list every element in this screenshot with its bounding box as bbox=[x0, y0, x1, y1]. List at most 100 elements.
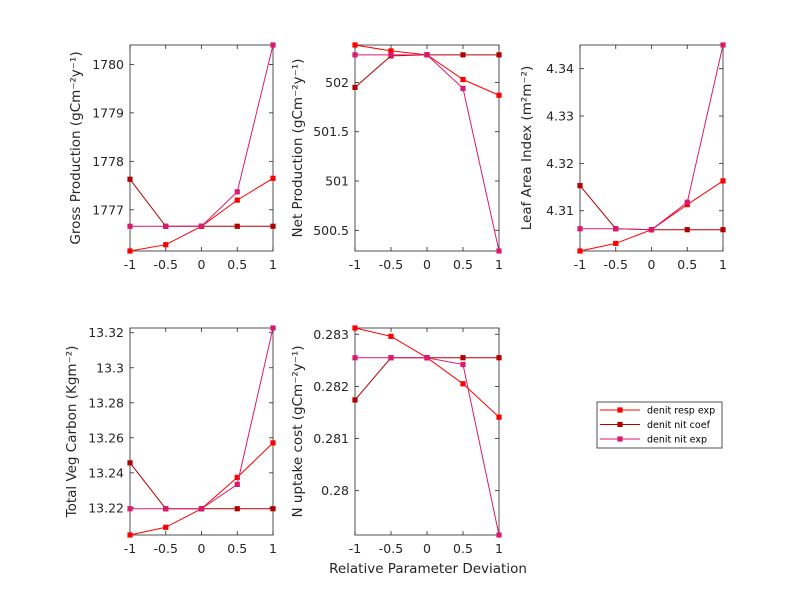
data-point bbox=[270, 325, 276, 331]
data-point bbox=[352, 397, 358, 403]
data-point bbox=[198, 506, 205, 512]
x-tick-label: 0 bbox=[198, 541, 206, 556]
x-tick-label: 0 bbox=[198, 257, 206, 272]
x-tick-label: -0.5 bbox=[379, 541, 403, 556]
y-tick-label: 13.24 bbox=[88, 465, 124, 480]
data-point bbox=[460, 361, 466, 368]
x-tick-label: 1 bbox=[719, 257, 727, 272]
x-tick-label: 0 bbox=[423, 541, 431, 556]
y-axis-label: N uptake cost (gCm⁻²y⁻¹) bbox=[290, 345, 306, 517]
data-point bbox=[163, 524, 169, 530]
data-point bbox=[234, 189, 240, 195]
y-axis-label: Leaf Area Index (m²m⁻²) bbox=[519, 66, 535, 231]
y-tick-label: 501.5 bbox=[313, 124, 349, 139]
data-point bbox=[720, 178, 726, 184]
data-point bbox=[270, 42, 276, 48]
data-point bbox=[163, 242, 169, 248]
data-point bbox=[684, 227, 690, 233]
x-tick-label: 0.5 bbox=[227, 257, 247, 272]
y-tick-label: 13.3 bbox=[96, 360, 124, 375]
x-tick-label: 0.5 bbox=[227, 541, 247, 556]
x-tick-label: -0.5 bbox=[154, 541, 178, 556]
data-point bbox=[163, 506, 169, 512]
data-point bbox=[496, 355, 502, 361]
data-point bbox=[684, 199, 690, 205]
panel-1: -1 -0.5 0 0.5 1 1777 1778 1779 1780 Gross Product… bbox=[68, 42, 277, 272]
data-point bbox=[352, 355, 358, 361]
axes-box bbox=[579, 44, 724, 252]
x-tick-label: 0.5 bbox=[453, 541, 473, 556]
data-point bbox=[496, 414, 502, 420]
x-tick-label: -1 bbox=[574, 257, 586, 272]
x-tick-label: -0.5 bbox=[604, 257, 628, 272]
data-point bbox=[460, 381, 466, 387]
y-tick-label: 0.281 bbox=[313, 431, 349, 446]
x-tick-label: 0 bbox=[648, 257, 656, 272]
data-point bbox=[388, 48, 394, 54]
x-tick-label: 1 bbox=[269, 257, 277, 272]
y-tick-label: 13.26 bbox=[88, 430, 124, 445]
data-point bbox=[424, 52, 430, 58]
data-point bbox=[234, 474, 240, 480]
y-tick-label: 0.282 bbox=[313, 379, 349, 394]
data-point bbox=[496, 532, 502, 538]
y-tick-label: 502 bbox=[325, 75, 349, 90]
data-point bbox=[234, 197, 240, 203]
x-tick-label: 0 bbox=[423, 257, 431, 272]
y-tick-label: 4.34 bbox=[546, 61, 574, 76]
y-tick-label: 1777 bbox=[92, 202, 124, 217]
panel-2: -1 -0.5 0 0.5 1 500.5 501 501.5 502 Net Productio… bbox=[290, 42, 503, 272]
data-point bbox=[460, 76, 466, 83]
data-point bbox=[648, 227, 655, 233]
y-tick-label: 4.33 bbox=[546, 109, 574, 124]
data-point bbox=[270, 223, 276, 229]
legend-marker bbox=[617, 407, 623, 413]
y-tick-label: 13.22 bbox=[88, 500, 124, 515]
data-point bbox=[270, 506, 276, 512]
data-point bbox=[270, 440, 276, 446]
y-tick-label: 0.283 bbox=[313, 327, 349, 342]
legend-label: denit nit exp bbox=[647, 435, 707, 446]
axes-box bbox=[354, 327, 500, 536]
axes-box bbox=[129, 44, 274, 252]
data-point bbox=[720, 42, 726, 48]
data-point bbox=[460, 355, 466, 361]
panel-4: -1 -0.5 0 0.5 1 13.22 13.24 13.26 13.28 13.3 13.32… bbox=[64, 325, 277, 556]
x-tick-label: 0.5 bbox=[453, 257, 473, 272]
x-tick-label: -0.5 bbox=[154, 257, 178, 272]
x-tick-label: -1 bbox=[349, 541, 361, 556]
data-point bbox=[720, 227, 726, 233]
data-point bbox=[234, 223, 240, 229]
data-point bbox=[234, 481, 240, 487]
data-point bbox=[127, 532, 133, 538]
y-tick-label: 4.32 bbox=[546, 156, 574, 171]
x-tick-label: 1 bbox=[495, 541, 503, 556]
data-point bbox=[388, 52, 394, 58]
y-tick-label: 13.32 bbox=[88, 325, 124, 340]
data-point bbox=[352, 52, 358, 58]
data-point bbox=[496, 92, 502, 98]
data-point bbox=[163, 223, 169, 229]
data-point bbox=[270, 175, 276, 181]
y-tick-label: 1779 bbox=[92, 105, 124, 120]
x-tick-label: -1 bbox=[349, 257, 361, 272]
axes-box bbox=[129, 327, 274, 536]
x-tick-label: -1 bbox=[124, 257, 136, 272]
data-point bbox=[577, 248, 583, 254]
data-point bbox=[388, 333, 394, 339]
x-tick-label: -1 bbox=[124, 541, 136, 556]
data-point bbox=[460, 52, 466, 58]
data-point bbox=[127, 176, 133, 182]
data-point bbox=[577, 183, 583, 189]
legend-label: denit resp exp bbox=[647, 406, 715, 417]
data-point bbox=[234, 506, 240, 512]
data-point bbox=[352, 42, 358, 48]
legend: denit resp exp denit nit coef denit nit ex… bbox=[596, 401, 723, 449]
data-point bbox=[496, 248, 502, 254]
x-tick-label: 0.5 bbox=[677, 257, 697, 272]
data-point bbox=[460, 85, 466, 91]
x-tick-label: -0.5 bbox=[379, 257, 403, 272]
data-point bbox=[577, 226, 583, 232]
legend-label: denit nit coef bbox=[647, 420, 711, 431]
